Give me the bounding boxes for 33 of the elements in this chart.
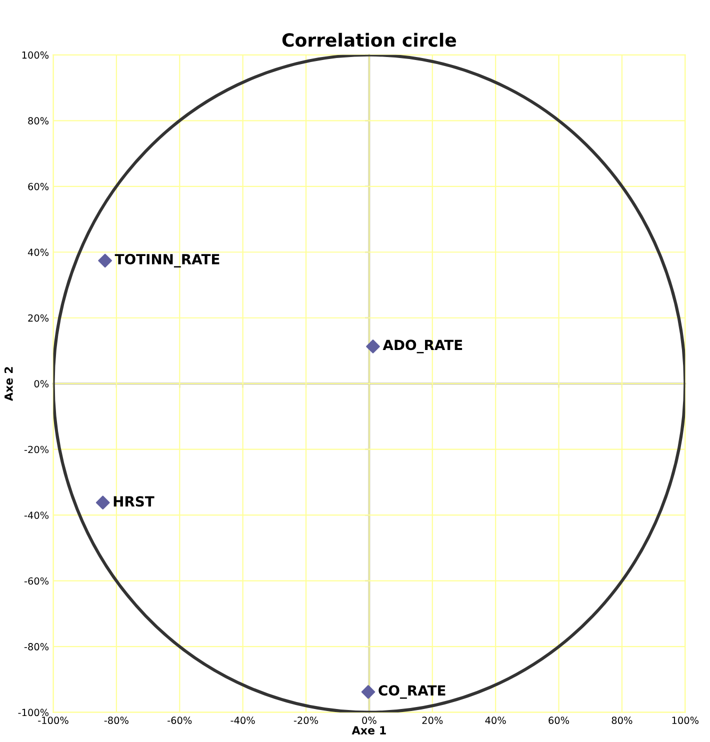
x-tick-label: -80% bbox=[104, 716, 128, 724]
x-tick-label: 60% bbox=[548, 716, 570, 724]
chart-title: Correlation circle bbox=[282, 32, 456, 47]
x-axis-title: Axe 1 bbox=[352, 726, 386, 734]
y-tick-label: -60% bbox=[24, 577, 49, 585]
annotation: HRST bbox=[114, 496, 154, 507]
point bbox=[366, 340, 380, 354]
x-tick-label: -60% bbox=[168, 716, 192, 724]
annotation: CO_RATE bbox=[378, 685, 446, 699]
point bbox=[98, 254, 112, 268]
y-axis-title: Axe 2 bbox=[4, 367, 13, 402]
y-tick-label: 0% bbox=[34, 380, 49, 388]
annotation: ADO_RATE bbox=[382, 340, 462, 354]
point bbox=[361, 685, 376, 699]
x-tick-label: -20% bbox=[294, 716, 318, 724]
x-tick-label: 40% bbox=[485, 716, 506, 724]
x-tick-label: -100% bbox=[38, 716, 68, 724]
point bbox=[96, 496, 110, 510]
annotation: TOTINN_RATE bbox=[114, 254, 220, 268]
y-tick-label: 60% bbox=[28, 182, 49, 190]
x-tick-label: 0% bbox=[362, 716, 376, 724]
y-tick-label: 40% bbox=[28, 248, 49, 256]
y-tick-label: -40% bbox=[24, 512, 49, 519]
x-tick-label: 80% bbox=[612, 716, 632, 724]
x-tick-label: -40% bbox=[230, 716, 255, 724]
x-tick-label: 100% bbox=[672, 716, 699, 724]
y-tick-label: 100% bbox=[22, 51, 49, 59]
y-tick-label: 80% bbox=[28, 117, 49, 124]
y-tick-label: 20% bbox=[28, 314, 49, 322]
y-tick-label: -100% bbox=[18, 708, 49, 716]
y-tick-label: -20% bbox=[24, 446, 49, 454]
y-tick-label: -80% bbox=[24, 643, 49, 650]
x-tick-label: 20% bbox=[422, 716, 443, 724]
